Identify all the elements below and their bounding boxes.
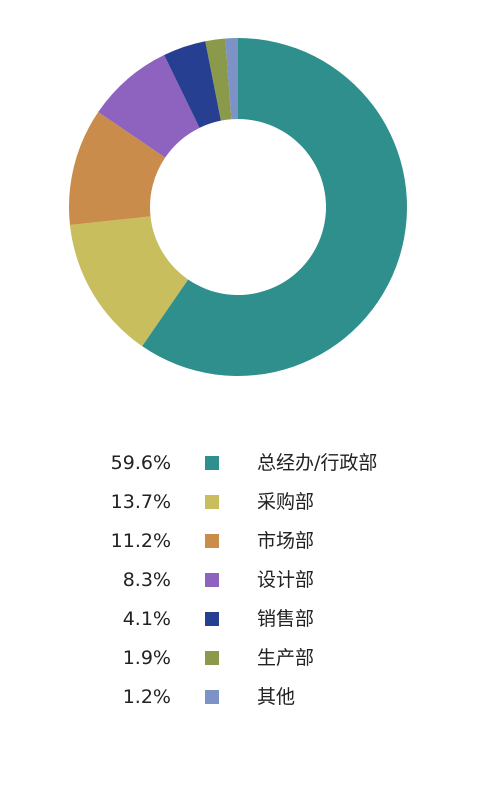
donut-slice-1 xyxy=(142,38,408,377)
legend-item: 1.2% 其他 xyxy=(0,678,491,717)
legend-label: 销售部 xyxy=(257,608,315,630)
legend-percent: 11.2% xyxy=(110,530,171,552)
legend-label: 总经办/行政部 xyxy=(257,452,378,474)
legend-swatch xyxy=(205,456,219,470)
legend-item: 1.9% 生产部 xyxy=(0,639,491,678)
legend-item: 59.6% 总经办/行政部 xyxy=(0,444,491,483)
donut-chart xyxy=(69,38,408,377)
legend-percent: 4.1% xyxy=(122,608,171,630)
legend-swatch xyxy=(205,690,219,704)
legend-percent: 8.3% xyxy=(122,569,171,591)
donut-slice-4 xyxy=(98,55,200,158)
legend-item: 13.7% 采购部 xyxy=(0,483,491,522)
legend-label: 市场部 xyxy=(257,530,315,552)
legend-label: 设计部 xyxy=(257,569,315,591)
legend-percent: 13.7% xyxy=(110,491,171,513)
legend-swatch xyxy=(205,495,219,509)
legend-label: 其他 xyxy=(257,686,296,708)
legend-swatch xyxy=(205,573,219,587)
donut-slice-3 xyxy=(69,112,166,226)
legend-percent: 1.9% xyxy=(122,647,171,669)
donut-slice-6 xyxy=(205,38,232,121)
legend-label: 采购部 xyxy=(257,491,315,513)
legend-swatch xyxy=(205,651,219,665)
legend-swatch xyxy=(205,612,219,626)
donut-slice-7 xyxy=(225,38,238,120)
legend-item: 4.1% 销售部 xyxy=(0,600,491,639)
legend-percent: 59.6% xyxy=(110,452,171,474)
legend-label: 生产部 xyxy=(257,647,315,669)
chart-legend: 59.6% 总经办/行政部 13.7% 采购部 11.2% 市场部 8.3% 设计部 4.1% 销… xyxy=(0,444,491,717)
donut-slice-5 xyxy=(164,41,221,128)
donut-slice-2 xyxy=(69,216,189,347)
legend-percent: 1.2% xyxy=(122,686,171,708)
legend-item: 8.3% 设计部 xyxy=(0,561,491,600)
legend-item: 11.2% 市场部 xyxy=(0,522,491,561)
legend-swatch xyxy=(205,534,219,548)
